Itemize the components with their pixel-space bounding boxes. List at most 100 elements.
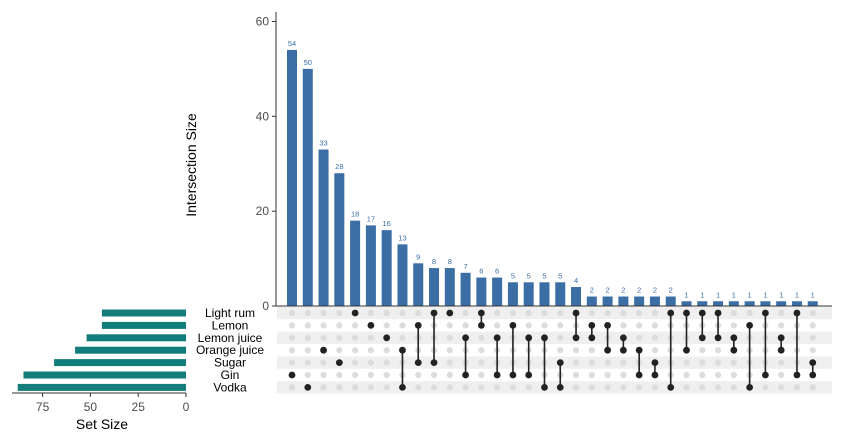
intersection-bar-label: 8 [432, 257, 436, 266]
intersection-bar [381, 230, 392, 306]
intersection-bar-label: 1 [763, 290, 767, 299]
matrix-dot-inactive [304, 334, 311, 341]
matrix-dot-inactive [793, 384, 801, 391]
matrix-dot-inactive [604, 371, 611, 379]
intersection-bar-label: 2 [606, 286, 610, 295]
intersection-bar [776, 301, 787, 306]
matrix-dot-inactive [478, 359, 485, 366]
intersection-bar [634, 296, 645, 306]
matrix-dot-inactive [399, 322, 406, 329]
matrix-dot-active [383, 334, 391, 342]
matrix-dot-inactive [383, 359, 390, 366]
set-size-axis-title: Set Size [76, 416, 128, 432]
matrix-dot-inactive [352, 384, 359, 391]
matrix-dot-inactive [494, 309, 501, 317]
matrix-dot-inactive [415, 384, 422, 391]
set-size-bar [54, 359, 186, 367]
intersection-bar [302, 68, 313, 306]
intersection-bar-label: 1 [700, 290, 704, 299]
matrix-dot-inactive [525, 309, 532, 317]
matrix-dot-inactive [636, 334, 643, 341]
matrix-dot-inactive [525, 322, 532, 329]
matrix-dot-inactive [651, 384, 659, 391]
set-label: Light rum [205, 306, 255, 320]
intersection-bar [539, 282, 550, 306]
matrix-dot-inactive [683, 359, 690, 366]
set-size-bar [86, 334, 186, 342]
set-size-bar [23, 371, 186, 379]
matrix-dot-inactive [383, 322, 390, 329]
intersection-bar [460, 272, 471, 306]
matrix-dot-inactive [446, 334, 453, 341]
matrix-dots [288, 309, 817, 391]
set-size-bar [101, 321, 186, 329]
matrix-dot-inactive [699, 371, 706, 379]
set-size-bar [75, 346, 186, 354]
matrix-dot-inactive [730, 359, 737, 366]
matrix-dot-inactive [809, 322, 816, 329]
set-size-tick-label: 50 [84, 400, 98, 414]
matrix-dot-inactive [446, 322, 453, 329]
matrix-dot-inactive [588, 359, 595, 366]
intersection-bar [791, 301, 802, 306]
intersection-bar-label: 1 [732, 290, 736, 299]
y-tick-label: 40 [256, 109, 270, 123]
matrix-dot-inactive [462, 384, 469, 391]
matrix-dot-inactive [288, 359, 296, 366]
matrix-dot-inactive [620, 309, 627, 317]
matrix-dot-inactive [541, 322, 548, 329]
matrix-dot-inactive [699, 347, 706, 354]
intersection-bar-label: 16 [383, 219, 391, 228]
matrix-dot-inactive [288, 334, 296, 341]
intersection-bar-label: 7 [463, 262, 467, 271]
matrix-dot-active [351, 309, 359, 317]
matrix-dot-inactive [651, 322, 659, 329]
intersection-bar [807, 301, 818, 306]
matrix-dot-inactive [336, 334, 343, 341]
matrix-dot-inactive [557, 309, 564, 317]
set-size-bar [17, 383, 186, 391]
set-label: Orange juice [196, 343, 264, 357]
matrix-dot-inactive [320, 384, 327, 391]
y-axis-title: Intersection Size [183, 113, 199, 217]
matrix-dot-inactive [430, 371, 438, 379]
matrix-dot-inactive [778, 359, 785, 366]
matrix-dot-inactive [320, 309, 327, 317]
set-label: Vodka [213, 380, 247, 394]
intersection-bar [649, 296, 660, 306]
intersection-bar [334, 173, 345, 306]
intersection-bar-label: 5 [542, 271, 546, 280]
matrix-dot-inactive [636, 309, 643, 317]
intersection-bar-label: 9 [416, 252, 420, 261]
matrix-dot-inactive [636, 322, 643, 329]
matrix-dot-inactive [320, 334, 327, 341]
matrix-dot-inactive [525, 384, 532, 391]
matrix-dot-inactive [352, 334, 359, 341]
intersection-bar [523, 282, 534, 306]
matrix-dot-inactive [604, 384, 611, 391]
set-size-bars [17, 309, 186, 391]
matrix-dot-inactive [383, 347, 390, 354]
intersection-bar [287, 49, 297, 306]
set-size-ticks: 75 50 25 0 [36, 393, 190, 414]
matrix-dot-inactive [288, 347, 296, 354]
intersection-bar [444, 268, 455, 306]
y-tick-label: 60 [256, 14, 270, 28]
matrix-dot-inactive [367, 384, 374, 391]
matrix-dot-inactive [415, 371, 422, 379]
matrix-dot-inactive [572, 359, 580, 366]
matrix-dot-inactive [415, 309, 422, 317]
intersection-y-axis [275, 12, 832, 307]
set-label: Lemon juice [198, 331, 263, 345]
y-tick-label: 0 [262, 299, 269, 313]
matrix-dot-inactive [399, 334, 406, 341]
matrix-dot-inactive [636, 384, 643, 391]
matrix-dot-inactive [557, 322, 564, 329]
matrix-dot-inactive [336, 309, 343, 317]
intersection-bar-label: 18 [351, 210, 359, 219]
matrix-dot-active [367, 322, 375, 329]
matrix-dot-inactive [762, 384, 769, 391]
matrix-dot-inactive [446, 384, 453, 391]
intersection-bar [555, 282, 566, 306]
